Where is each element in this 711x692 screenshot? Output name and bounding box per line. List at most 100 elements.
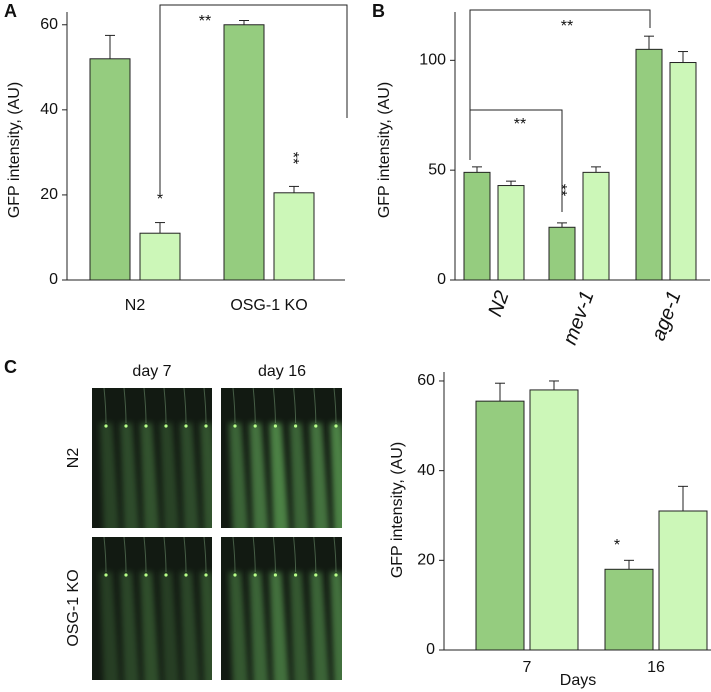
significance-label: ** — [561, 18, 573, 35]
x-tick-label: mev-1 — [559, 288, 599, 348]
panel-label: C — [4, 357, 17, 377]
x-axis-label: Days — [560, 672, 596, 689]
gfp-spot — [204, 424, 208, 428]
significance-bracket — [159, 4, 348, 193]
y-tick-label: 0 — [437, 271, 446, 288]
panel-label: B — [372, 1, 385, 21]
worms — [229, 537, 342, 680]
bar — [463, 171, 491, 281]
gfp-spot — [184, 424, 188, 428]
worm-head — [252, 388, 256, 424]
y-axis-label: GFP intensity, (AU) — [376, 82, 393, 218]
gfp-spot — [144, 573, 148, 577]
y-tick-label: 60 — [40, 16, 58, 33]
worm — [200, 572, 212, 680]
worm — [160, 572, 180, 680]
worm-head — [123, 537, 127, 573]
image-row-label: N2 — [65, 448, 82, 469]
bar — [273, 192, 315, 281]
y-tick-label: 20 — [417, 552, 435, 569]
worm-head — [313, 388, 317, 424]
worm-head — [103, 388, 107, 424]
gfp-spot — [294, 573, 298, 577]
worm-head — [252, 537, 256, 573]
worm — [229, 423, 249, 528]
worm — [249, 423, 269, 528]
significance-label: ** — [284, 152, 301, 164]
worm-head — [203, 388, 207, 424]
gfp-spot — [233, 424, 237, 428]
gfp-spot — [294, 424, 298, 428]
worm-head — [163, 388, 167, 424]
panel-label: A — [4, 1, 17, 21]
worm — [120, 572, 140, 680]
gfp-spot — [184, 573, 188, 577]
worm-head — [143, 388, 147, 424]
worm-head — [272, 537, 276, 573]
worm — [330, 572, 342, 680]
image-column-label: day 7 — [132, 363, 171, 380]
worm-head — [163, 537, 167, 573]
image-column-label: day 16 — [258, 363, 306, 380]
x-tick-label: 16 — [647, 659, 665, 676]
worm-head — [232, 537, 236, 573]
bar — [497, 185, 525, 281]
bar — [604, 568, 654, 651]
worm — [309, 572, 330, 680]
gfp-spot — [233, 573, 237, 577]
worm — [249, 572, 269, 680]
bar — [529, 389, 579, 651]
gfp-spot — [314, 573, 318, 577]
bar — [139, 232, 181, 281]
bar — [635, 48, 663, 281]
y-tick-label: 0 — [49, 271, 58, 288]
bar — [582, 171, 610, 281]
bar — [475, 400, 525, 651]
worm-head — [203, 537, 207, 573]
worm-head — [313, 537, 317, 573]
gfp-spot — [253, 573, 257, 577]
y-tick-label: 40 — [417, 462, 435, 479]
bar — [89, 58, 131, 281]
y-tick-label: 60 — [417, 372, 435, 389]
worm — [180, 423, 200, 528]
gfp-spot — [204, 573, 208, 577]
gfp-spot — [144, 424, 148, 428]
gfp-spot — [124, 573, 128, 577]
y-tick-label: 40 — [40, 101, 58, 118]
gfp-spot — [104, 573, 108, 577]
worm — [140, 423, 160, 528]
gfp-spot — [334, 424, 338, 428]
significance-label: ** — [199, 13, 211, 30]
worm — [100, 423, 120, 528]
gfp-spot — [273, 424, 277, 428]
worm — [100, 572, 120, 680]
worm-head — [232, 388, 236, 424]
y-axis-label: GFP intensity, (AU) — [6, 82, 23, 218]
worms — [100, 388, 212, 528]
image-row-label: OSG-1 KO — [65, 569, 82, 646]
y-tick-label: 0 — [426, 641, 435, 658]
worm — [200, 423, 212, 528]
worm-head — [272, 388, 276, 424]
significance-bracket — [470, 109, 563, 212]
gfp-spot — [124, 424, 128, 428]
bar — [548, 226, 576, 281]
y-tick-label: 50 — [428, 161, 446, 178]
gfp-spot — [164, 573, 168, 577]
worm-head — [143, 537, 147, 573]
significance-label: ** — [552, 184, 569, 196]
worm-head — [293, 537, 297, 573]
worm-head — [333, 388, 337, 424]
gfp-spot — [314, 424, 318, 428]
worms — [100, 537, 212, 680]
worm-head — [333, 537, 337, 573]
worm-head — [293, 388, 297, 424]
worm — [269, 423, 289, 528]
bar — [658, 510, 708, 651]
worm — [229, 572, 249, 680]
worm-head — [123, 388, 127, 424]
worm — [330, 423, 342, 528]
significance-label: ** — [514, 116, 526, 133]
significance-label: * — [157, 191, 163, 208]
